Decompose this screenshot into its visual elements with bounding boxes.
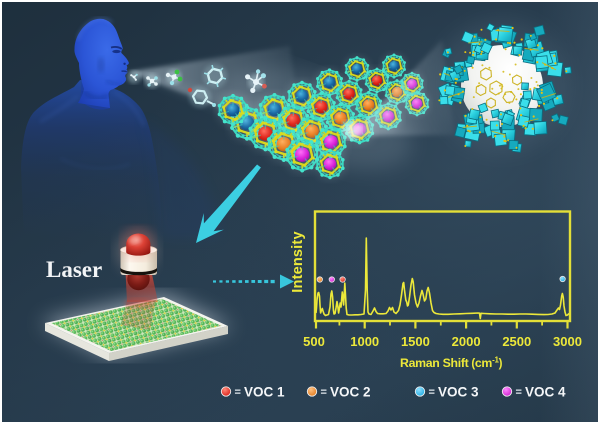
svg-text:VOC 2: VOC 2 — [330, 385, 371, 400]
svg-text:VOC 4: VOC 4 — [525, 385, 566, 400]
svg-text:1000: 1000 — [350, 334, 379, 349]
svg-text:2500: 2500 — [502, 334, 531, 349]
svg-text:Intensity: Intensity — [290, 231, 306, 292]
svg-text:=: = — [235, 387, 241, 399]
svg-text:2000: 2000 — [452, 334, 481, 349]
svg-text:500: 500 — [303, 334, 325, 349]
svg-text:1500: 1500 — [401, 334, 430, 349]
svg-text:Raman Shift (cm-1): Raman Shift (cm-1) — [400, 356, 503, 371]
svg-text:VOC 1: VOC 1 — [244, 385, 285, 400]
svg-text:=: = — [321, 387, 327, 399]
svg-text:Laser: Laser — [46, 257, 102, 282]
svg-text:=: = — [429, 387, 435, 399]
svg-text:=: = — [516, 387, 522, 399]
svg-text:3000: 3000 — [553, 334, 582, 349]
svg-text:VOC 3: VOC 3 — [438, 385, 479, 400]
